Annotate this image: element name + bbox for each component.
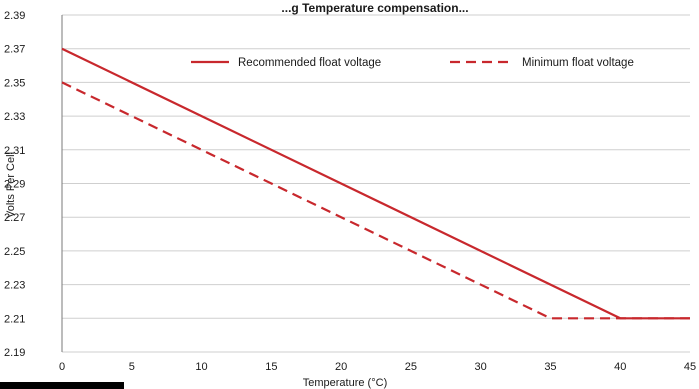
legend-label: Minimum float voltage [522,57,634,69]
legend: Recommended float voltage Minimum float v… [191,57,634,69]
x-tick-label: 35 [544,361,556,373]
grid-lines [62,14,690,353]
x-tick-label: 40 [614,361,626,373]
x-tick-label: 20 [335,361,347,373]
y-tick-label: 2.23 [4,280,25,292]
y-tick-label: 2.27 [4,212,25,224]
y-tick-label: 2.25 [4,246,25,258]
x-tick-label: 30 [475,361,487,373]
x-tick-label: 15 [265,361,277,373]
y-tick-label: 2.33 [4,111,25,123]
x-tick-label: 10 [195,361,207,373]
x-axis-title: Temperature (°C) [303,377,387,389]
y-tick-label: 2.37 [4,44,25,56]
series-line-minimum-float-voltage [61,81,690,320]
y-axis-title: Volts Per Cell [5,152,17,218]
chart-title: ...g Temperature compensation... [281,1,468,15]
page-tab-marker [0,382,124,389]
y-tick-label: 2.35 [4,77,25,89]
y-tick-label: 2.39 [4,10,25,22]
x-tick-label: 5 [129,361,135,373]
y-tick-label: 2.19 [4,347,25,359]
legend-label: Recommended float voltage [238,57,381,69]
series-layer [61,47,690,320]
y-tick-label: 2.21 [4,313,25,325]
axes: 2.19 2.21 2.23 2.25 2.27 2.29 2.31 2.33 2.35 2.37… [4,10,696,373]
y-tick-label: 2.31 [4,145,25,157]
x-tick-label: 25 [405,361,417,373]
y-tick-label: 2.29 [4,179,25,191]
x-tick-label: 0 [59,361,65,373]
x-tick-label: 45 [684,361,696,373]
